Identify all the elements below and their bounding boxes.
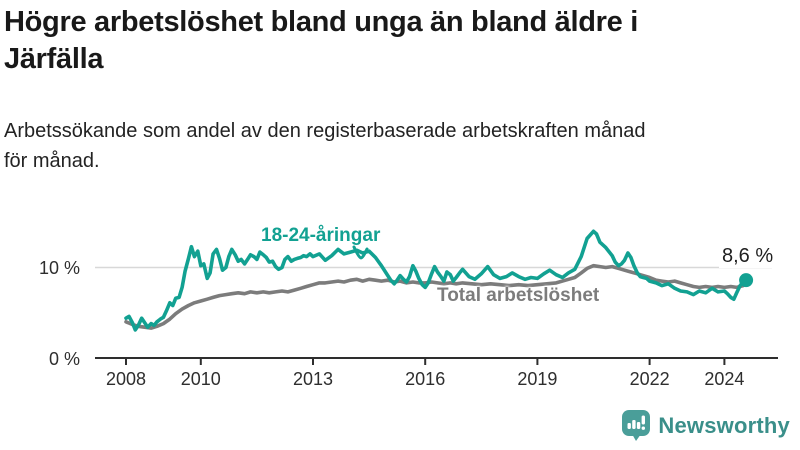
newsworthy-logo-icon <box>622 410 651 441</box>
x-axis-label-2013: 2013 <box>292 369 334 389</box>
title-line-2: Järfälla <box>4 43 104 75</box>
subtitle-line-2: för månad. <box>4 150 100 172</box>
y-axis-label-0: 0 % <box>48 349 80 369</box>
series-label-total: Total arbetslöshet <box>437 285 600 306</box>
chart-subtitle: Arbetssökande som andel av den registerb… <box>4 116 788 176</box>
end-value-label: 8,6 % <box>719 245 777 268</box>
x-axis-label-2010: 2010 <box>180 369 221 389</box>
x-axis-label-2024: 2024 <box>704 369 745 389</box>
title-line-1: Högre arbetslöshet bland unga än bland ä… <box>4 6 638 38</box>
end-point-dot <box>739 273 754 288</box>
x-axis-label-2019: 2019 <box>517 369 558 389</box>
series-line-young <box>124 229 748 332</box>
subtitle-line-1: Arbetssökande som andel av den registerb… <box>4 120 646 142</box>
x-axis-label-2008: 2008 <box>105 369 147 389</box>
x-axis-label-2022: 2022 <box>629 369 670 389</box>
series-line-total <box>124 263 745 330</box>
down-arrow-icon <box>352 245 369 260</box>
newsworthy-logo-text: Newsworthy <box>658 412 790 438</box>
newsworthy-logo[interactable]: Newsworthy <box>621 409 790 442</box>
y-axis-label-10: 10 % <box>38 258 80 278</box>
series-label-young: 18-24-åringar <box>261 225 381 246</box>
x-axis-label-2016: 2016 <box>405 369 446 389</box>
page-title: Högre arbetslöshet bland unga än bland ä… <box>4 4 788 78</box>
